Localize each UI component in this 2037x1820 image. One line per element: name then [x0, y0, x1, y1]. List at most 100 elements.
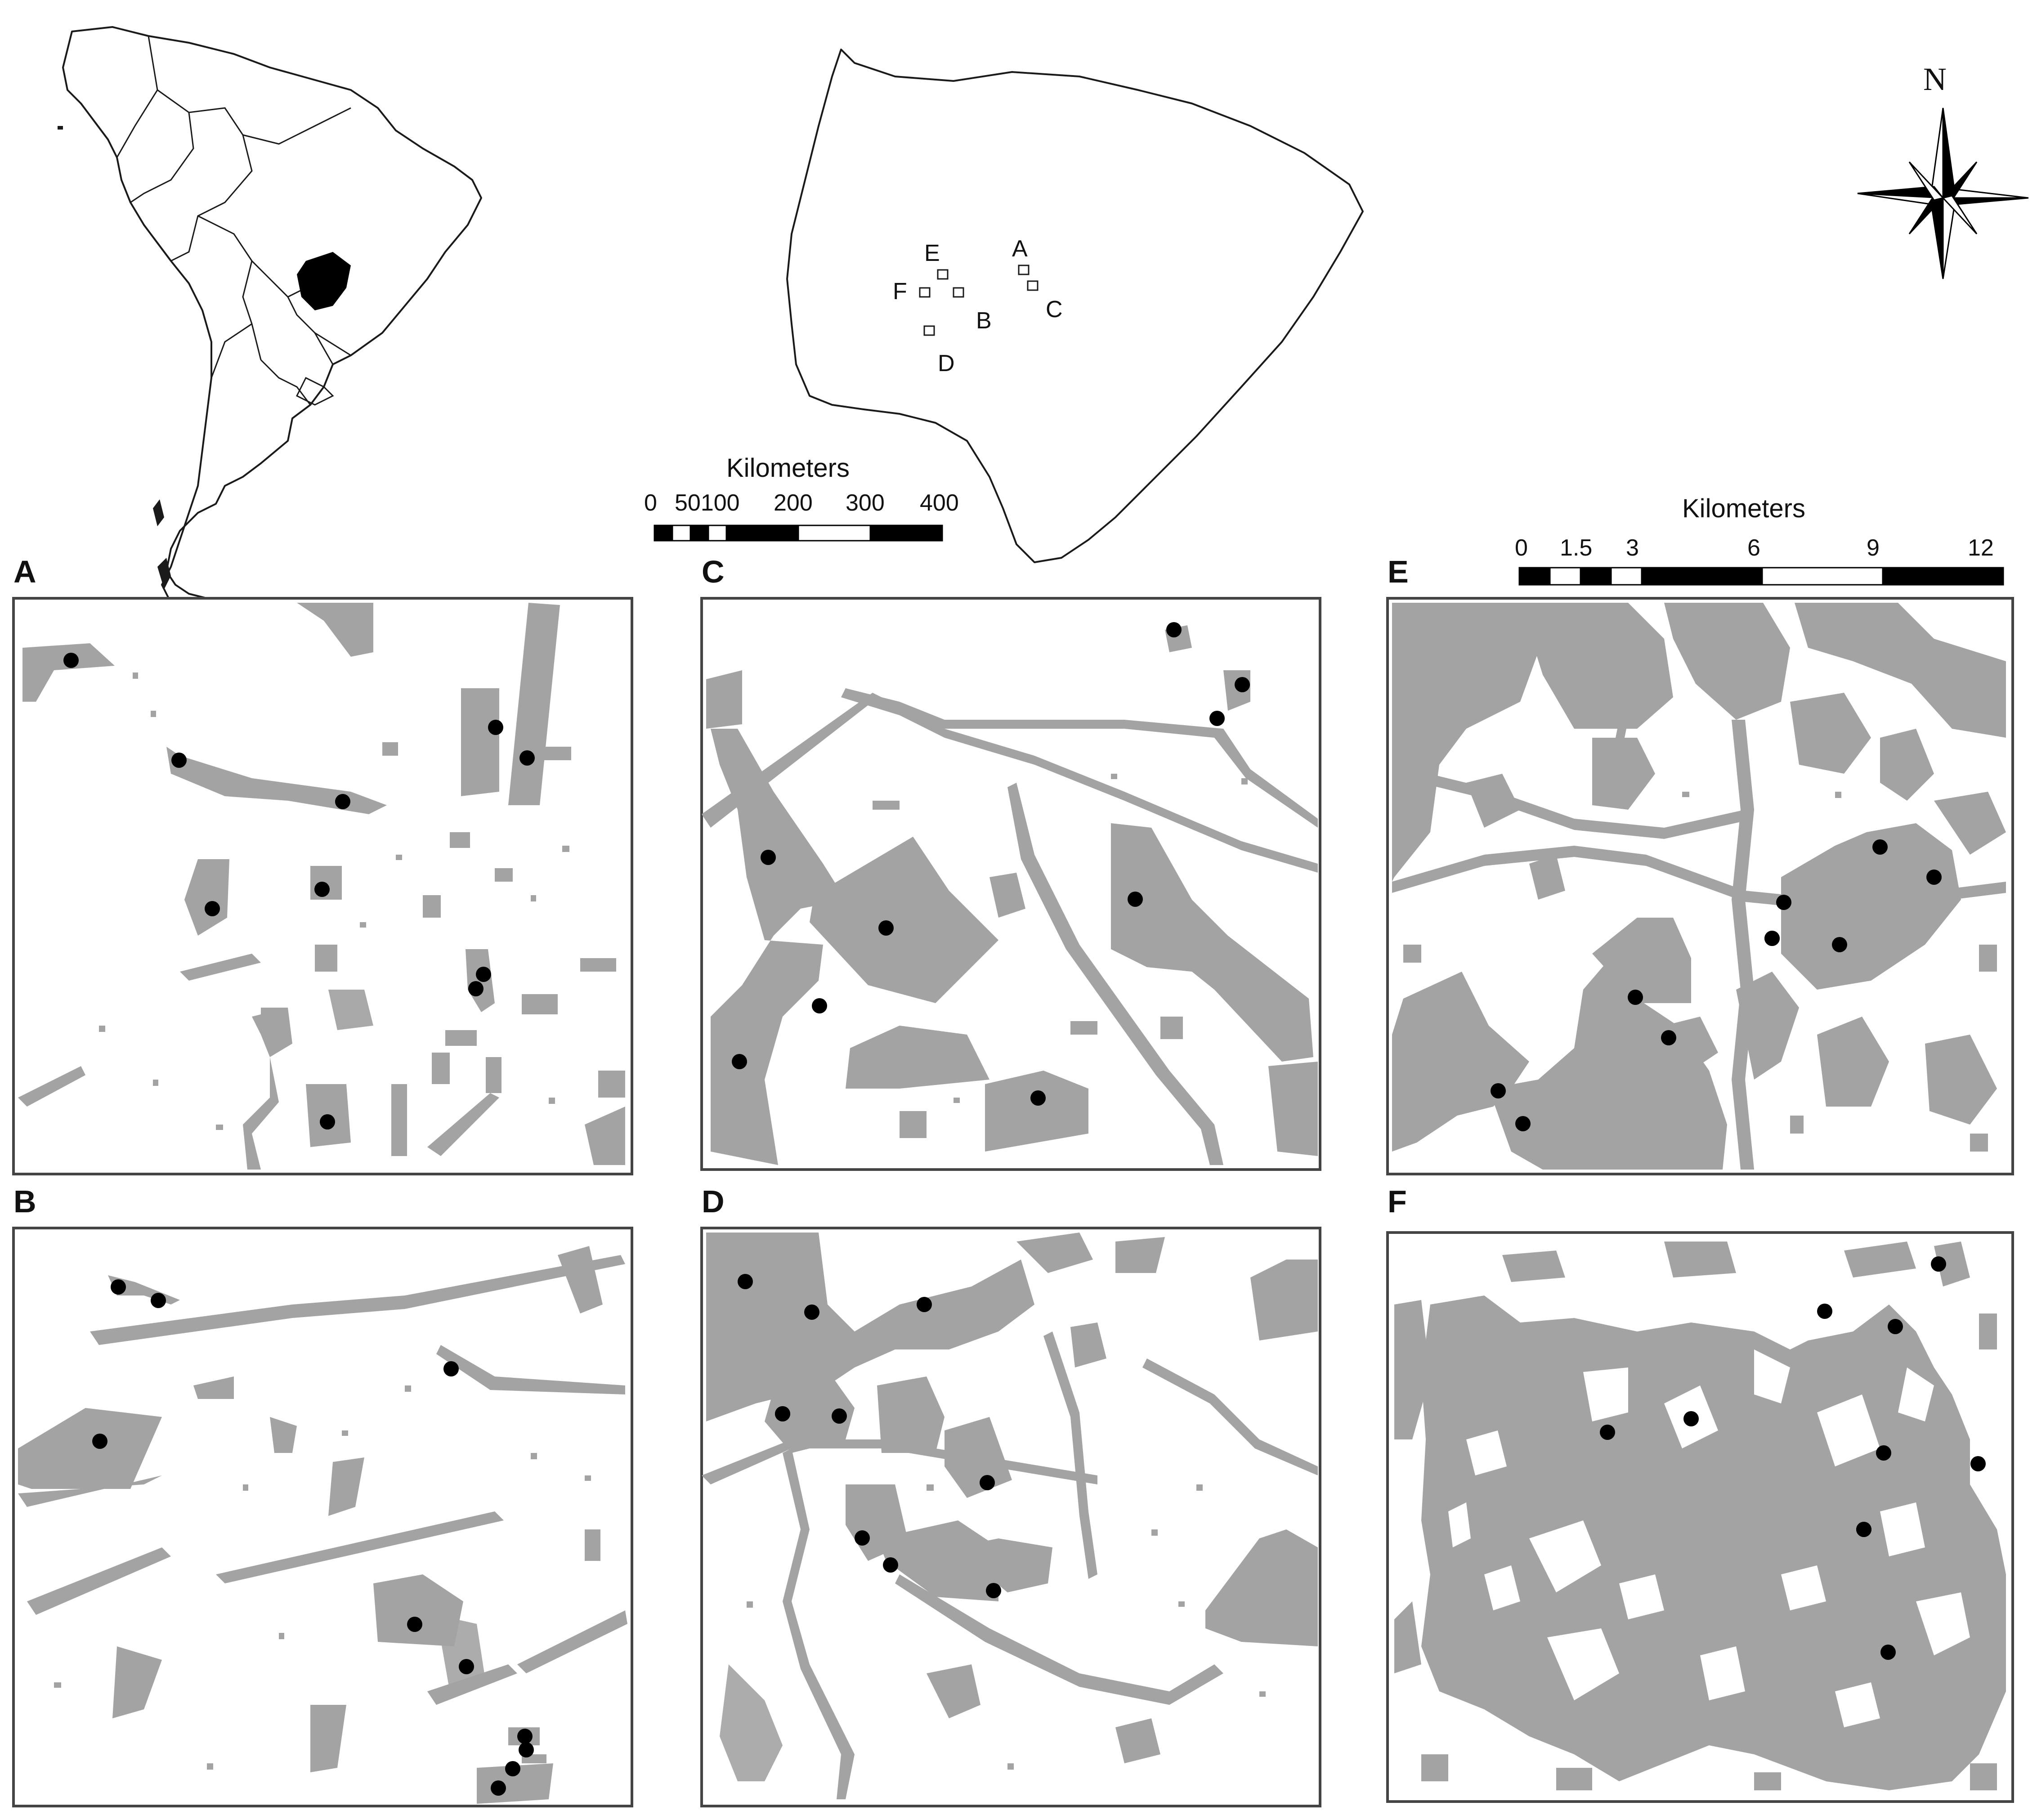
site-marker	[519, 750, 535, 766]
panel-e: E	[1386, 554, 2014, 1175]
panel-scale-tick-3: 6	[1747, 535, 1760, 561]
site-marker	[1209, 711, 1225, 726]
south-america-map	[58, 26, 482, 631]
panel-b: B	[12, 1184, 633, 1807]
panel-label-e: E	[1388, 554, 1409, 589]
panel-scale-tick-5: 12	[1968, 535, 1994, 561]
site-marker	[1491, 1083, 1506, 1098]
site-marker	[314, 882, 330, 897]
site-marker	[468, 981, 484, 996]
site-marker	[878, 920, 894, 936]
site-marker	[488, 720, 503, 735]
site-marker	[335, 794, 350, 809]
site-marker	[476, 967, 491, 982]
sites-panel-b	[92, 1279, 534, 1796]
site-marker	[1628, 990, 1643, 1005]
state-scale-tick-0: 0	[644, 490, 657, 516]
site-marker	[519, 1742, 534, 1757]
state-scale-tick-4: 400	[920, 490, 959, 516]
site-marker	[1970, 1456, 1986, 1471]
panel-label-f: F	[1388, 1184, 1407, 1219]
habitat-patches-a	[18, 603, 625, 1170]
panel-a: A	[12, 554, 633, 1175]
site-square-a	[1018, 264, 1030, 275]
panel-d: D	[700, 1184, 1321, 1807]
site-marker	[171, 753, 187, 768]
site-marker	[1661, 1030, 1676, 1045]
site-marker	[1931, 1256, 1946, 1272]
site-marker	[1776, 895, 1791, 910]
site-marker	[505, 1761, 520, 1776]
site-marker	[980, 1475, 995, 1490]
site-label-e: E	[924, 240, 940, 266]
site-marker	[407, 1617, 422, 1632]
state-outline	[786, 49, 1364, 563]
site-marker	[832, 1408, 847, 1424]
panel-scale-segments	[1518, 567, 2004, 586]
site-marker	[917, 1297, 932, 1312]
site-marker	[1888, 1319, 1903, 1334]
site-marker	[92, 1434, 107, 1449]
site-marker	[111, 1279, 126, 1295]
panel-scale-tick-0: 0	[1515, 535, 1528, 561]
site-marker	[205, 901, 220, 916]
site-label-d: D	[938, 350, 955, 377]
panel-f: F	[1386, 1184, 2014, 1803]
site-marker	[761, 850, 776, 865]
panel-label-c: C	[702, 554, 725, 589]
panel-label-b: B	[13, 1184, 36, 1219]
site-marker	[443, 1361, 459, 1376]
country-borders	[116, 36, 351, 406]
site-marker	[1817, 1304, 1832, 1319]
panel-scale-title: Kilometers	[1682, 494, 1805, 523]
site-marker	[1515, 1116, 1531, 1131]
site-marker	[775, 1406, 790, 1421]
site-marker	[986, 1583, 1001, 1598]
site-square-d	[923, 325, 935, 336]
panel-scale-tick-1: 1.5	[1560, 535, 1592, 561]
site-marker	[812, 998, 827, 1013]
site-marker	[1832, 937, 1847, 952]
state-scale-bar: Kilometers 0 50100 200 300 400	[644, 453, 959, 542]
north-arrow: N	[1857, 61, 2029, 279]
site-marker	[732, 1054, 747, 1069]
sites-panel-d	[738, 1274, 1001, 1598]
sites-panel-a	[63, 653, 535, 1130]
site-label-c: C	[1046, 296, 1063, 323]
site-marker	[1880, 1645, 1896, 1660]
site-marker	[1764, 931, 1780, 946]
site-square-c	[1027, 280, 1039, 291]
site-marker	[1128, 892, 1143, 907]
site-squares	[919, 264, 1039, 336]
site-marker	[1856, 1522, 1871, 1537]
panel-label-d: D	[702, 1184, 725, 1219]
sites-panel-f	[1600, 1256, 1986, 1660]
panel-scale-tick-2: 3	[1626, 535, 1639, 561]
site-marker	[1876, 1445, 1891, 1461]
state-scale-tick-1: 50100	[675, 490, 740, 516]
site-marker	[1166, 622, 1182, 637]
site-marker	[804, 1304, 819, 1320]
sampling-sites	[63, 622, 1986, 1796]
state-scale-tick-3: 300	[846, 490, 885, 516]
state-scale-title: Kilometers	[726, 453, 850, 483]
state-scale-tick-2: 200	[774, 490, 813, 516]
site-marker	[1030, 1090, 1046, 1106]
habitat-patches-e	[1392, 603, 2006, 1170]
state-map: A B C D E F	[786, 49, 1364, 563]
state-scale-segments	[654, 524, 943, 542]
site-label-f: F	[893, 278, 907, 305]
site-marker	[151, 1293, 166, 1308]
site-marker	[738, 1274, 753, 1289]
site-marker	[517, 1729, 533, 1744]
site-marker	[459, 1659, 474, 1674]
north-label: N	[1923, 61, 1947, 97]
site-marker	[1600, 1425, 1615, 1440]
site-marker	[320, 1114, 335, 1130]
panel-label-a: A	[13, 554, 36, 589]
site-marker	[883, 1557, 898, 1573]
sites-panel-c	[732, 622, 1250, 1106]
site-marker	[855, 1530, 870, 1546]
site-marker	[1683, 1411, 1699, 1426]
